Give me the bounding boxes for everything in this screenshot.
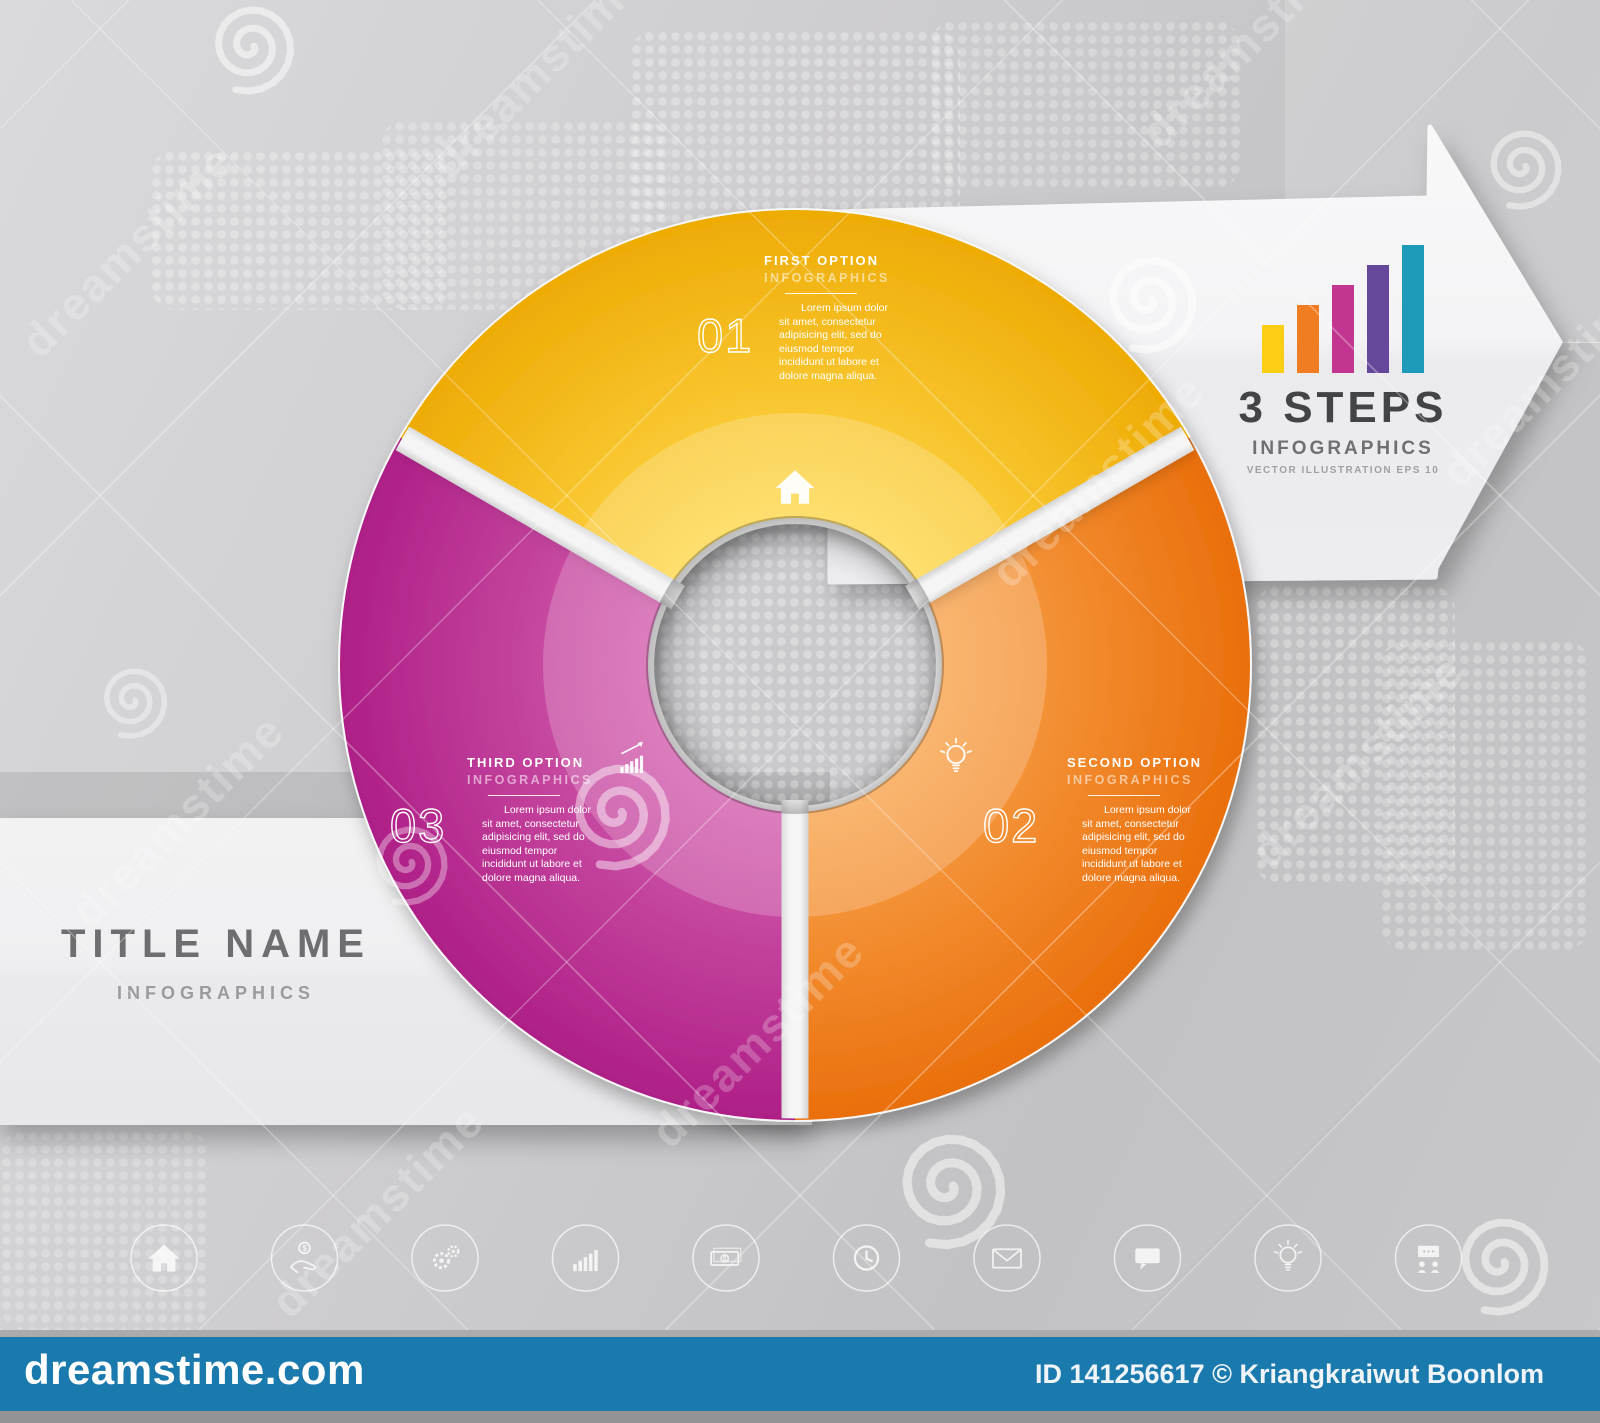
chart-segment-02	[795, 436, 1252, 1122]
segment-number-01: 01	[697, 309, 753, 362]
banknote-icon	[710, 1247, 742, 1266]
icon-circle	[1394, 1224, 1463, 1292]
arrow-bar-chart	[1262, 245, 1424, 373]
segment-2-sublabel: INFOGRAPHICS	[1067, 773, 1193, 787]
arrow-chart-bar	[1262, 325, 1284, 373]
map-dots-cluster	[1380, 640, 1590, 950]
gears-icon	[433, 1245, 460, 1270]
lightbulb-icon	[1273, 1239, 1303, 1271]
arrow-chart-bar	[1367, 265, 1389, 373]
watermark-credit-text: ID 141256617 © Kriangkraiwut Boonlom	[1034, 1359, 1544, 1389]
envelope-icon-badge	[973, 1224, 1041, 1292]
page-subtitle: INFOGRAPHICS	[116, 983, 315, 1003]
bottom-icon-strip	[130, 1224, 1463, 1292]
chart-segment-03	[337, 436, 795, 1122]
segment-1-body: Lorem ipsum dolor sit amet, consectetur …	[779, 302, 888, 382]
segment-number-02: 02	[983, 799, 1039, 852]
clock-icon-badge	[832, 1224, 901, 1292]
map-dots-cluster	[630, 30, 960, 240]
map-dots-cluster	[150, 150, 450, 310]
banknote-icon-badge	[692, 1224, 760, 1292]
speech-bubble-icon	[1135, 1248, 1160, 1270]
envelope-icon	[992, 1248, 1022, 1269]
icon-circle	[270, 1224, 339, 1292]
arrow-chart-bar	[1297, 305, 1319, 373]
footer-top-strip	[0, 1330, 1600, 1337]
icon-circle	[832, 1224, 901, 1292]
arrow-chart-bar	[1402, 245, 1424, 373]
hand-coin-icon-badge	[270, 1224, 339, 1292]
speech-bubble-icon-badge	[1113, 1224, 1182, 1292]
divider	[785, 293, 857, 294]
footer-bottom-strip	[0, 1411, 1600, 1423]
segment-3-label: THIRD OPTION	[467, 755, 585, 770]
arrow-chart-bar	[1332, 285, 1354, 373]
segment-gaps	[382, 419, 1208, 1119]
hand-coin-icon	[290, 1241, 316, 1274]
chart-segment-01	[399, 208, 1191, 595]
segment-2-body: Lorem ipsum dolor sit amet, consectetur …	[1082, 804, 1191, 884]
watermark-footer-bar: dreamstime.com ID 141256617 © Kriangkrai…	[0, 1337, 1600, 1411]
page-title: TITLE NAME	[61, 922, 371, 966]
segment-1-sublabel: INFOGRAPHICS	[764, 271, 890, 285]
map-dots-cluster	[930, 20, 1240, 190]
icon-circle	[692, 1224, 760, 1292]
clock-icon	[853, 1245, 880, 1271]
icon-circle	[551, 1224, 620, 1292]
icon-circle	[130, 1224, 198, 1292]
icon-circle	[411, 1224, 479, 1292]
home-icon-badge	[130, 1224, 198, 1292]
icon-circle	[973, 1224, 1041, 1292]
arrow-caption-block: 3 STEPS INFOGRAPHICS VECTOR ILLUSTRATION…	[1143, 383, 1543, 476]
segment-2-text-block: SECOND OPTION INFOGRAPHICS Lorem ipsum d…	[1058, 755, 1208, 886]
lightbulb-icon-badge	[1254, 1224, 1322, 1292]
gears-icon-badge	[411, 1224, 479, 1292]
donut-hole	[646, 516, 944, 814]
bar-chart-icon-badge	[551, 1224, 620, 1292]
bar-chart-icon	[573, 1250, 598, 1272]
segment-3-text-block: THIRD OPTION INFOGRAPHICS Lorem ipsum do…	[458, 755, 608, 886]
steps-caption: VECTOR ILLUSTRATION EPS 10	[1246, 465, 1440, 476]
cycle-chart: 01 02 03	[337, 208, 1252, 1122]
segment-1-label: FIRST OPTION	[764, 253, 879, 268]
steps-heading: 3 STEPS	[1238, 383, 1448, 432]
segment-1-text-block: FIRST OPTION INFOGRAPHICS Lorem ipsum do…	[755, 253, 905, 384]
map-dots-cluster	[0, 1130, 210, 1330]
title-block: TITLE NAME INFOGRAPHICS	[36, 922, 396, 1004]
segment-3-body: Lorem ipsum dolor sit amet, consectetur …	[482, 804, 591, 884]
steps-subheading: INFOGRAPHICS	[1252, 438, 1434, 459]
segment-2-label: SECOND OPTION	[1067, 755, 1203, 770]
icon-circle	[1254, 1224, 1322, 1292]
segment-number-03: 03	[390, 799, 446, 852]
home-icon	[148, 1244, 180, 1272]
map-dots-cluster	[1255, 585, 1455, 885]
watermark-site-text: dreamstime.com	[24, 1346, 365, 1393]
segment-3-sublabel: INFOGRAPHICS	[467, 773, 593, 787]
icon-circle	[1113, 1224, 1182, 1292]
divider	[1088, 795, 1160, 796]
divider	[488, 795, 560, 796]
presentation-icon-badge	[1394, 1224, 1463, 1292]
presentation-icon	[1417, 1245, 1440, 1273]
